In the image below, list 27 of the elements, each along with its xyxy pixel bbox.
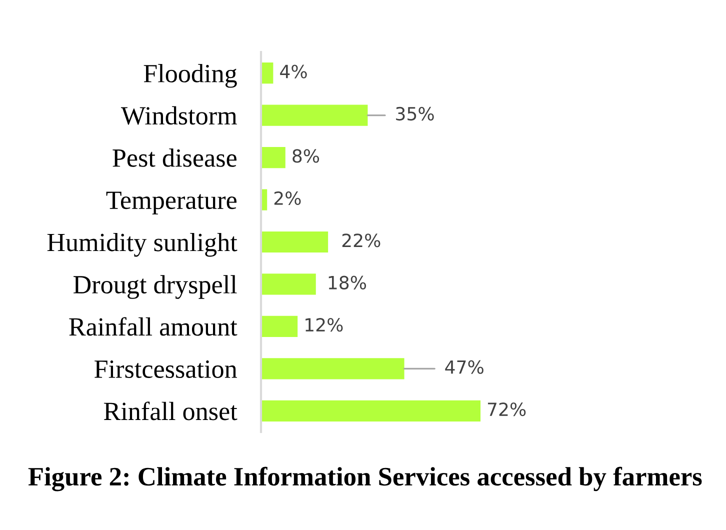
y-tick-label: Drougt dryspell bbox=[74, 275, 237, 299]
bar bbox=[261, 104, 368, 126]
text: Figure 2: Climate Information Services accessed by farmers bbox=[28, 466, 702, 492]
bar bbox=[261, 147, 286, 168]
y-tick-label: Temperature bbox=[106, 192, 236, 214]
data-label: 2% bbox=[274, 191, 301, 206]
data-label: 35% bbox=[396, 106, 434, 121]
data-label: 12% bbox=[306, 318, 343, 332]
data-label: 4% bbox=[280, 64, 307, 78]
bar bbox=[261, 316, 298, 337]
data-label: 8% bbox=[292, 149, 320, 163]
data-label: 72% bbox=[488, 402, 526, 416]
y-tick-label: Pest disease bbox=[112, 148, 236, 167]
y-tick-label: Rinfall onset bbox=[104, 402, 238, 420]
bar bbox=[261, 400, 480, 422]
y-tick-label: Humidity sunlight bbox=[47, 232, 238, 257]
y-tick-label: Windstorm bbox=[120, 106, 237, 125]
bar bbox=[261, 274, 316, 295]
bar bbox=[261, 358, 404, 380]
y-tick-label: Firstcessation bbox=[94, 360, 237, 378]
y-tick-label: Flooding bbox=[144, 64, 237, 88]
data-label: 18% bbox=[328, 276, 366, 290]
data-label: 47% bbox=[445, 360, 484, 374]
y-tick-label: Rainfall amount bbox=[69, 317, 238, 336]
bar bbox=[261, 231, 328, 253]
data-label: 22% bbox=[342, 234, 380, 248]
bar bbox=[261, 62, 274, 84]
